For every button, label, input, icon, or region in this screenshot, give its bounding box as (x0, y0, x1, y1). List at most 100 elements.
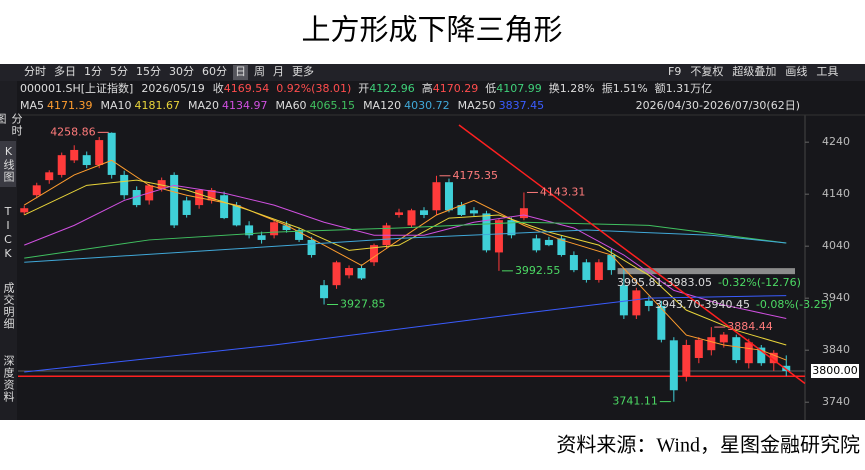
toolbar-item[interactable]: 30分 (169, 65, 194, 78)
sidebar-tab[interactable]: 成交明细 (2, 282, 15, 330)
candle-body (132, 190, 141, 206)
sidebar-tab[interactable]: TICK (1, 205, 15, 261)
extreme-label: 4175.35 (452, 169, 498, 182)
toolbar-item[interactable]: 超级叠加 (732, 64, 776, 78)
extreme-label: 3992.55 (515, 264, 561, 277)
y-tick-label: 4140 (822, 187, 850, 200)
quote-text: 2026/05/19 (141, 82, 204, 95)
toolbar-item[interactable]: 更多 (292, 64, 314, 78)
legend-name: MA120 (363, 99, 401, 112)
ma-line (24, 184, 787, 319)
candle-body (32, 185, 41, 196)
y-tick-label: 3740 (822, 395, 850, 408)
ma-line (24, 221, 787, 259)
toolbar-item[interactable]: 15分 (136, 65, 161, 78)
candle-body (569, 255, 578, 271)
candle-body (607, 255, 616, 271)
toolbar-item[interactable]: 周 (254, 65, 265, 78)
candle-body (107, 132, 116, 175)
range-change: -0.08%(-3.25) (756, 298, 832, 311)
quote-label: 高 (422, 81, 433, 95)
candle-body (682, 344, 691, 377)
ma-line (24, 179, 787, 346)
candle-body (95, 140, 104, 166)
candle-body (345, 268, 354, 276)
quote-value: 4169.54 (224, 82, 270, 95)
candle-body (432, 182, 441, 211)
toolbar-item[interactable]: 60分 (202, 65, 227, 78)
toolbar-item[interactable]: 工具 (816, 65, 838, 78)
toolbar-item[interactable]: 画线 (785, 64, 807, 78)
legend-name: MA250 (458, 99, 496, 112)
y-tick-label: 4040 (822, 239, 850, 252)
toolbar-item[interactable]: 分时 (24, 65, 46, 78)
candle-body (744, 342, 753, 364)
candle-body (357, 268, 366, 279)
page-title: 上方形成下降三角形 (301, 14, 562, 47)
candle-body (444, 182, 453, 211)
candle-body (220, 195, 229, 219)
candle-body (732, 337, 741, 361)
toolbar-item[interactable]: 5分 (110, 65, 128, 78)
quote-value: 0.92%(38.01) (276, 82, 351, 95)
extreme-label: 3927.85 (340, 298, 386, 311)
candle-body (170, 174, 179, 226)
candle-body (320, 285, 329, 299)
candle-body (120, 174, 129, 196)
last-price-box (811, 363, 859, 378)
candle-body (532, 238, 541, 251)
candle-body (207, 190, 216, 201)
candle-body (782, 365, 791, 371)
candle-body (594, 262, 603, 280)
legend-name: MA20 (188, 99, 219, 112)
candle-body (707, 337, 716, 351)
candle-body (557, 238, 566, 256)
legend-value: 4065.15 (310, 99, 356, 112)
extreme-label: 3884.44 (727, 320, 773, 333)
toolbar-item[interactable]: 月 (273, 65, 284, 78)
toolbar-active (233, 65, 248, 80)
toolbar-item[interactable]: F9 (668, 65, 681, 78)
candle-body (257, 235, 266, 240)
candle-body (544, 239, 553, 246)
quote-label: 振 (602, 81, 613, 95)
range-note: 3995.81-3983.05 (617, 276, 712, 289)
extreme-label: 4258.86 (50, 125, 96, 138)
candle-body (157, 180, 166, 189)
extreme-label: 3741.11 (612, 395, 658, 408)
toolbar-item[interactable]: 日 (235, 65, 246, 78)
legend-value: 3837.45 (499, 99, 545, 112)
candle-body (694, 339, 703, 358)
candle-body (70, 149, 79, 161)
sidebar-tab[interactable]: K线图 (0, 141, 16, 187)
candle-body (407, 210, 416, 226)
panel (0, 64, 865, 420)
range-band (617, 268, 795, 275)
candle-body (582, 262, 591, 280)
quote-value: 4107.99 (496, 82, 542, 95)
legend-value: 4134.97 (222, 99, 268, 112)
sidebar-tab[interactable]: 分时图 (0, 113, 23, 137)
toolbar-item[interactable]: 1分 (84, 65, 102, 78)
sidebar-tab[interactable]: 深度资料 (2, 355, 15, 403)
legend-value: 4171.39 (47, 99, 93, 112)
quote-label: 收 (213, 81, 224, 95)
candle-body (757, 347, 766, 364)
y-tick-label: 3940 (822, 291, 850, 304)
toolbar-item[interactable]: 不复权 (690, 64, 723, 78)
candle-body (232, 205, 241, 226)
candle-body (419, 210, 428, 215)
legend-name: MA10 (101, 99, 132, 112)
candle-body (282, 225, 291, 231)
candle-body (370, 245, 379, 263)
y-tick-label: 3840 (822, 343, 850, 356)
range-change: -0.32%(-12.76) (718, 276, 801, 289)
candle-body (45, 172, 54, 181)
date-range: 2026/04/30-2026/07/30(62日) (636, 99, 800, 112)
quote-value: 1.28% (560, 82, 595, 95)
toolbar-item[interactable]: 多日 (54, 64, 76, 78)
candle-body (619, 285, 628, 316)
quote-label: 额 (655, 82, 666, 95)
quote-label: 低 (485, 82, 496, 95)
